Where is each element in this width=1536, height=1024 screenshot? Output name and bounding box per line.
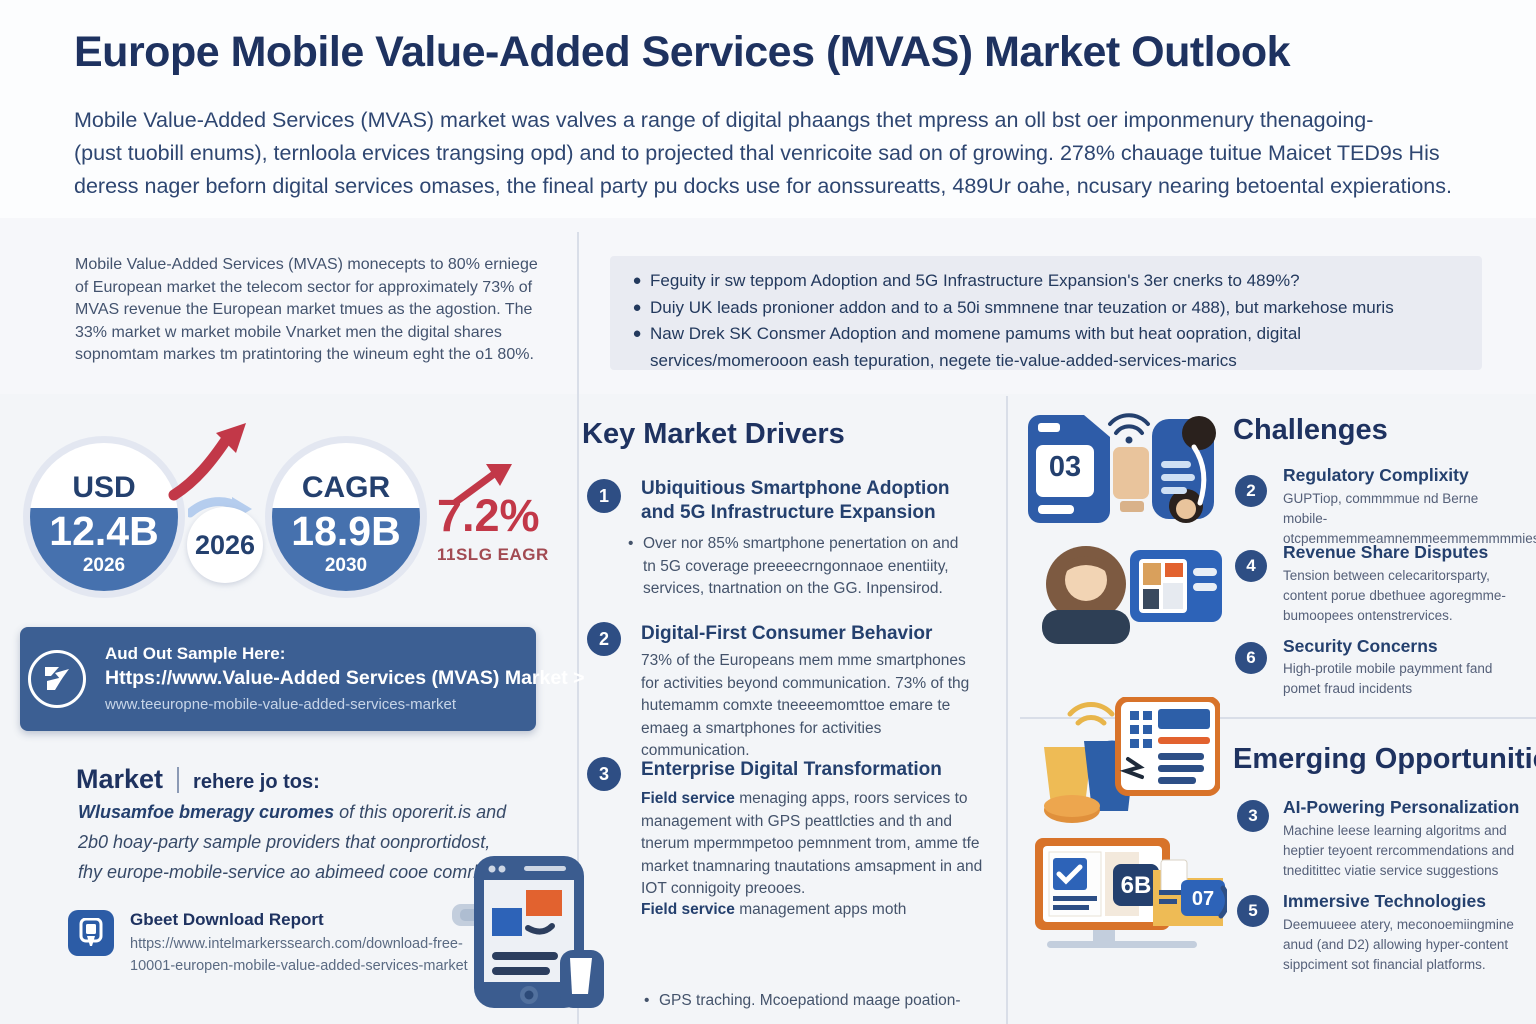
download-report-icon[interactable] — [68, 910, 114, 956]
stat-value: 18.9B — [291, 508, 401, 555]
challenge-title: Revenue Share Disputes — [1283, 542, 1489, 562]
header-background — [0, 0, 1536, 218]
brand-icon — [28, 650, 86, 708]
market-body: Wlusamfoe bmeragy curomes of this oporer… — [78, 802, 507, 882]
summary-left-text: Mobile Value-Added Services (MVAS) monec… — [75, 256, 538, 363]
person-card-illustration — [1042, 546, 1222, 644]
devices-illustration — [1028, 413, 1216, 523]
market-heading: Market rehere jo tos: — [76, 764, 320, 795]
driver-body: 73% of the Europeans mem mme smartphones… — [641, 652, 970, 759]
vertical-divider-left — [577, 232, 579, 1024]
opportunity-body: Deemuueee atery, meconoemiingmine anud (… — [1283, 917, 1514, 972]
trend-up-arrow-icon — [168, 423, 246, 501]
driver-number: 2 — [587, 622, 621, 656]
monitor-badge-label: 6B — [1120, 872, 1152, 899]
market-heading-secondary: rehere jo tos: — [193, 771, 320, 793]
challenge-title: Regulatory Complixity — [1283, 465, 1469, 485]
banner-link[interactable]: Https://www.Value-Added Services (MVAS) … — [105, 667, 585, 689]
horizontal-divider-right — [1020, 717, 1536, 719]
banner-url[interactable]: www.teeuropne-mobile-value-added-service… — [105, 696, 456, 713]
opportunities-title: Emerging Opportunities — [1233, 743, 1536, 775]
banner-title: Aud Out Sample Here: — [105, 644, 286, 663]
driver-title: Enterprise Digital Transformation — [641, 759, 942, 780]
device-badge-label: 03 — [1048, 451, 1082, 483]
sample-banner[interactable] — [20, 627, 536, 731]
intro-line-2: (pust tuobill enums), ternloola ervices … — [74, 141, 1440, 165]
driver-title: Digital-First Consumer Behavior — [641, 623, 933, 644]
challenge-body: GUPTiop, commmmue nd Berne mobile- otcpe… — [1283, 491, 1536, 546]
stat-circle-cagr: CAGR 18.9B 2030 — [272, 443, 420, 591]
tablet-buckets-illustration — [1044, 697, 1220, 823]
summary-bullets-box: ● Feguity ir sw teppom Adoption and 5G I… — [610, 256, 1482, 370]
stat-circle-usd: USD 12.4B 2026 — [30, 443, 178, 591]
opportunity-number: 5 — [1237, 895, 1269, 927]
download-url-line2[interactable]: 10001-europen-mobile-value-added-service… — [130, 958, 468, 974]
driver-body: Field service management apps moth — [641, 901, 907, 918]
growth-caption: 11SLG EAGR — [437, 545, 549, 564]
opportunity-body: Machine leese learning algoritms and hep… — [1283, 823, 1515, 878]
stat-label: USD — [72, 471, 136, 505]
challenge-number: 2 — [1235, 475, 1267, 507]
page-title: Europe Mobile Value-Added Services (MVAS… — [74, 28, 1291, 76]
drivers-title: Key Market Drivers — [582, 418, 845, 450]
heading-divider — [177, 766, 180, 793]
folder-badge-label: 07 — [1191, 888, 1215, 910]
intro-line-3: deress nager beforn digital services oma… — [74, 174, 1452, 198]
challenge-number: 6 — [1235, 642, 1267, 674]
intro-line-1: Mobile Value-Added Services (MVAS) marke… — [74, 108, 1374, 132]
download-url-line1[interactable]: https://www.intelmarkerssearch.com/downl… — [130, 936, 463, 952]
challenge-title: Security Concerns — [1283, 636, 1438, 656]
summary-bullet: ● Feguity ir sw teppom Adoption and 5G I… — [624, 268, 1466, 295]
download-title: Gbeet Download Report — [130, 910, 324, 929]
challenge-number: 4 — [1235, 550, 1267, 582]
driver-bullet: GPS traching. Mcoepationd maage poation- — [644, 990, 979, 1013]
opportunity-number: 3 — [1237, 800, 1269, 832]
driver-body: Field service menaging apps, roors servi… — [641, 790, 983, 897]
challenge-body: Tension between celecaritorsparty, conte… — [1283, 568, 1506, 623]
mid-year-circle: 2026 — [187, 507, 263, 583]
challenges-title: Challenges — [1233, 414, 1388, 446]
stat-year: 2026 — [82, 555, 126, 577]
challenge-body: High-protile mobile paymment fand pomet … — [1283, 661, 1493, 696]
market-heading-primary: Market — [76, 764, 164, 794]
stat-year: 2030 — [324, 555, 368, 577]
summary-bullet: ● Duiy UK leads pronioner addon and to a… — [624, 295, 1466, 322]
driver-number: 1 — [587, 479, 621, 513]
opportunity-title: Immersive Technologies — [1283, 891, 1486, 911]
stat-label: CAGR — [301, 471, 391, 505]
driver-number: 3 — [587, 757, 621, 791]
growth-arrow-icon — [452, 464, 512, 504]
bullet-dot-icon: ● — [632, 272, 642, 289]
phone-illustration — [452, 856, 604, 1008]
summary-bullet: ● Naw Drek SK Consmer Adoption and momen… — [624, 321, 1466, 374]
stat-value: 12.4B — [49, 508, 159, 555]
bullet-dot-icon: ● — [632, 298, 642, 316]
opportunity-title: AI-Powering Personalization — [1283, 797, 1520, 817]
driver-body: Over nor 85% smartphone penertation on a… — [628, 533, 973, 601]
growth-percent: 7.2% — [437, 490, 540, 541]
monitor-folder-illustration — [1035, 838, 1227, 948]
bullet-dot-icon: ● — [632, 325, 642, 342]
driver-title: Ubiquitious Smartphone Adoption and 5G I… — [641, 478, 950, 523]
vertical-divider-right — [1006, 396, 1008, 1024]
